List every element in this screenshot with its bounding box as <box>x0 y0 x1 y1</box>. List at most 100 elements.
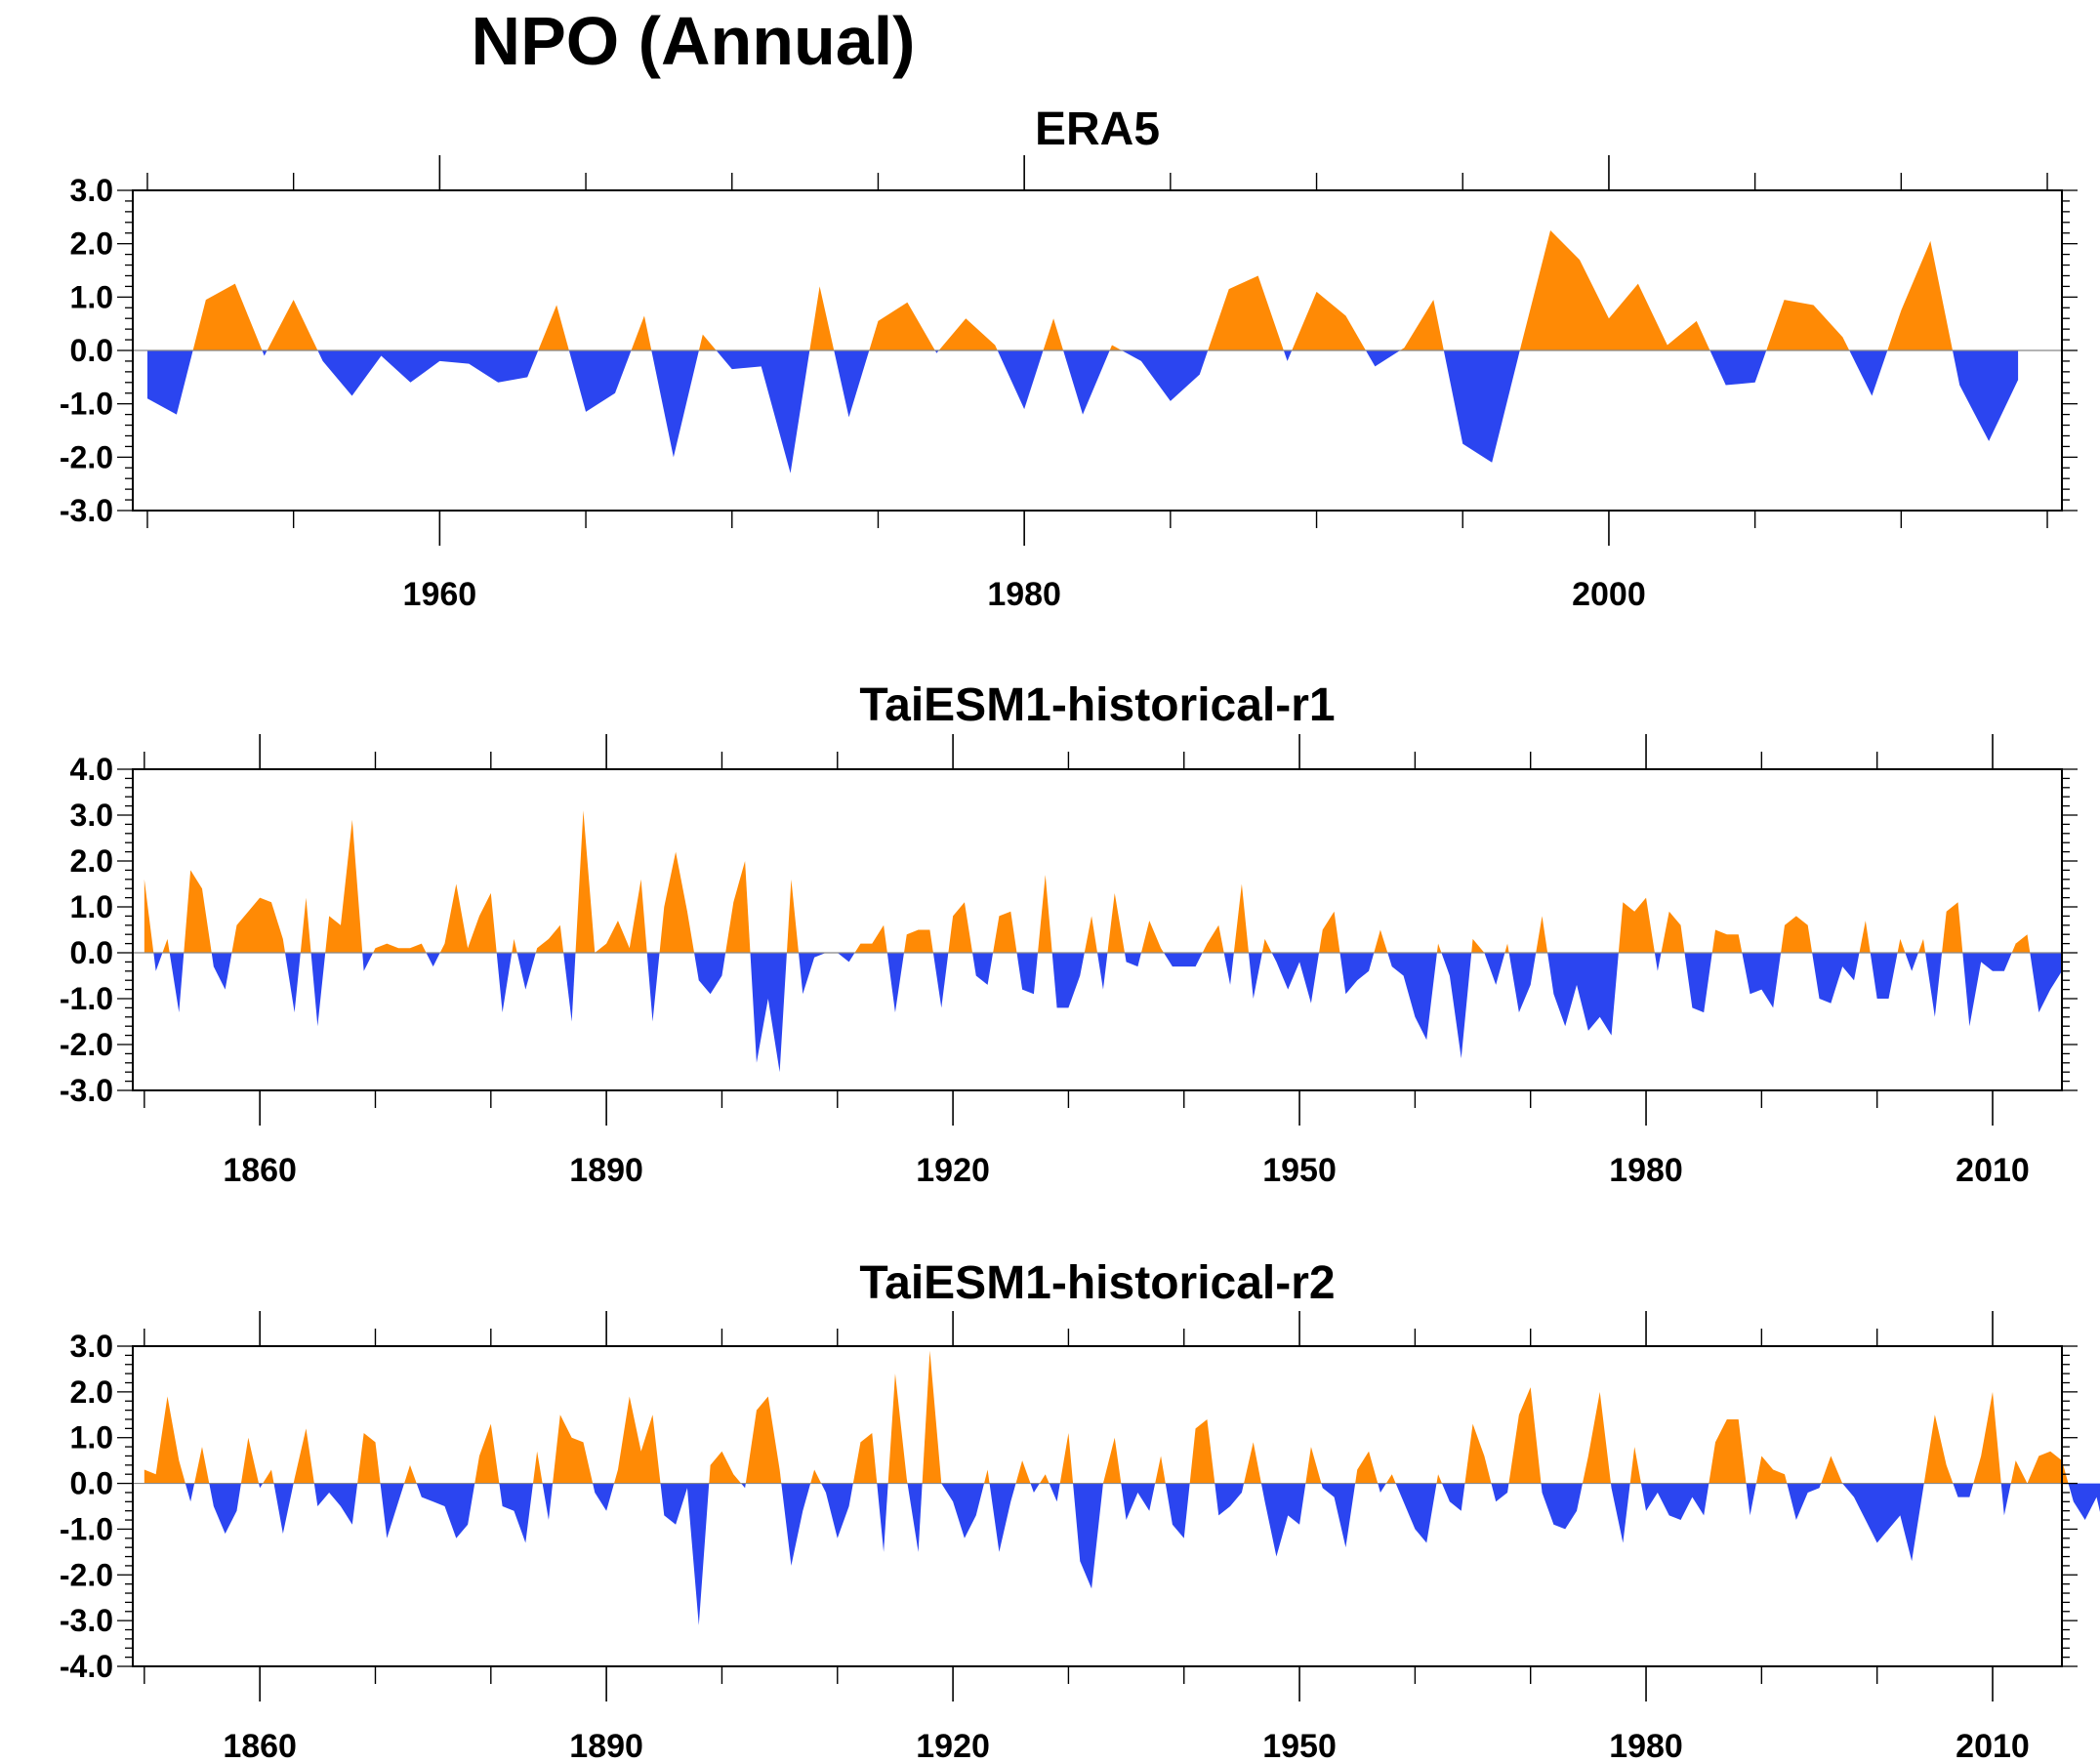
positive-area <box>474 1423 500 1484</box>
positive-area <box>1319 911 1340 953</box>
negative-area <box>1508 953 1537 1013</box>
y-tick-label: 1.0 <box>70 279 113 314</box>
panel-title: ERA5 <box>1035 103 1160 155</box>
positive-area <box>1582 1391 1611 1484</box>
positive-area <box>1374 929 1388 953</box>
y-tick-label: 3.0 <box>70 1329 113 1364</box>
negative-area <box>1051 953 1085 1008</box>
negative-area <box>146 350 193 415</box>
negative-area <box>1395 1483 1437 1543</box>
positive-area <box>439 883 497 953</box>
negative-area <box>1165 1483 1190 1538</box>
negative-area <box>716 350 810 473</box>
negative-area <box>799 953 826 995</box>
positive-area <box>373 943 427 953</box>
negative-area <box>1365 350 1401 367</box>
x-tick-label: 2010 <box>1956 1728 2030 1763</box>
positive-area <box>1015 1460 1031 1484</box>
positive-area <box>1471 938 1485 953</box>
y-tick-label: 2.0 <box>70 843 113 879</box>
positive-area <box>2010 1451 2069 1484</box>
negative-area <box>1547 953 1619 1036</box>
positive-area <box>532 1451 543 1484</box>
panel-title: TaiESM1-historical-r1 <box>859 679 1335 731</box>
negative-area <box>211 953 232 990</box>
negative-area <box>1849 350 1888 396</box>
negative-area <box>1121 1483 1156 1521</box>
positive-area <box>575 810 647 953</box>
positive-area <box>357 1433 381 1484</box>
positive-area <box>144 1396 185 1484</box>
positive-area <box>404 1464 417 1484</box>
positive-area <box>1781 916 1813 953</box>
positive-area <box>512 938 517 953</box>
negative-area <box>837 953 855 963</box>
positive-area <box>854 924 887 953</box>
positive-area <box>725 861 751 953</box>
positive-area <box>1109 345 1122 350</box>
negative-area <box>997 350 1044 410</box>
positive-area <box>1400 300 1444 350</box>
negative-area <box>499 1483 533 1543</box>
negative-area <box>496 953 513 1013</box>
negative-area <box>1484 953 1505 985</box>
positive-area <box>1711 929 1743 953</box>
y-tick-label: -2.0 <box>60 439 113 474</box>
negative-area <box>153 953 163 971</box>
positive-area <box>162 938 170 953</box>
negative-area <box>651 350 699 458</box>
x-tick-label: 1890 <box>569 1152 643 1189</box>
x-tick-label: 1980 <box>987 576 1061 613</box>
negative-area <box>1125 953 1141 967</box>
positive-area <box>1202 924 1224 953</box>
positive-area <box>1385 1474 1396 1484</box>
positive-area <box>1102 1437 1122 1484</box>
positive-area <box>698 334 717 350</box>
negative-area <box>750 953 787 1073</box>
positive-area <box>538 305 569 350</box>
positive-area <box>1755 1456 1788 1484</box>
positive-area <box>809 286 835 350</box>
positive-area <box>938 318 998 350</box>
x-tick-label: 1860 <box>223 1152 297 1189</box>
positive-area <box>810 1469 822 1484</box>
positive-area <box>1292 291 1366 350</box>
positive-area <box>1043 318 1064 350</box>
negative-area <box>416 1483 475 1538</box>
positive-area <box>1233 883 1249 953</box>
negative-area <box>593 1483 615 1511</box>
positive-area <box>184 870 212 953</box>
negative-area <box>380 1483 405 1538</box>
negative-area <box>932 953 949 1008</box>
negative-area <box>1541 1483 1583 1530</box>
positive-area <box>1897 938 1906 953</box>
positive-area <box>1155 1456 1166 1484</box>
panel-title: TaiESM1-historical-r2 <box>859 1257 1335 1309</box>
positive-area <box>786 879 800 953</box>
negative-area <box>273 1483 294 1535</box>
positive-area <box>1244 1442 1261 1484</box>
plot-frame <box>132 1345 2063 1667</box>
positive-area <box>1618 897 1655 953</box>
positive-area <box>267 300 318 350</box>
positive-area <box>614 1396 661 1484</box>
y-tick-label: 2.0 <box>70 1374 113 1410</box>
negative-area <box>1953 350 2019 441</box>
negative-area <box>2000 1483 2011 1516</box>
negative-area <box>1049 1483 1060 1502</box>
negative-area <box>989 1483 1016 1552</box>
x-tick-label: 1890 <box>569 1728 643 1763</box>
negative-area <box>1870 953 1898 999</box>
negative-area <box>660 1483 710 1625</box>
positive-area <box>922 1350 942 1484</box>
positive-area <box>1039 1474 1050 1484</box>
positive-area <box>553 1414 594 1484</box>
plot-frame <box>132 768 2063 1091</box>
negative-area <box>1215 1483 1245 1516</box>
negative-area <box>259 1483 264 1489</box>
y-tick-label: -1.0 <box>60 387 113 422</box>
negative-area <box>741 1483 746 1489</box>
y-tick-label: -3.0 <box>60 493 113 528</box>
positive-area <box>1504 943 1509 953</box>
y-tick-label: -3.0 <box>60 1073 113 1108</box>
